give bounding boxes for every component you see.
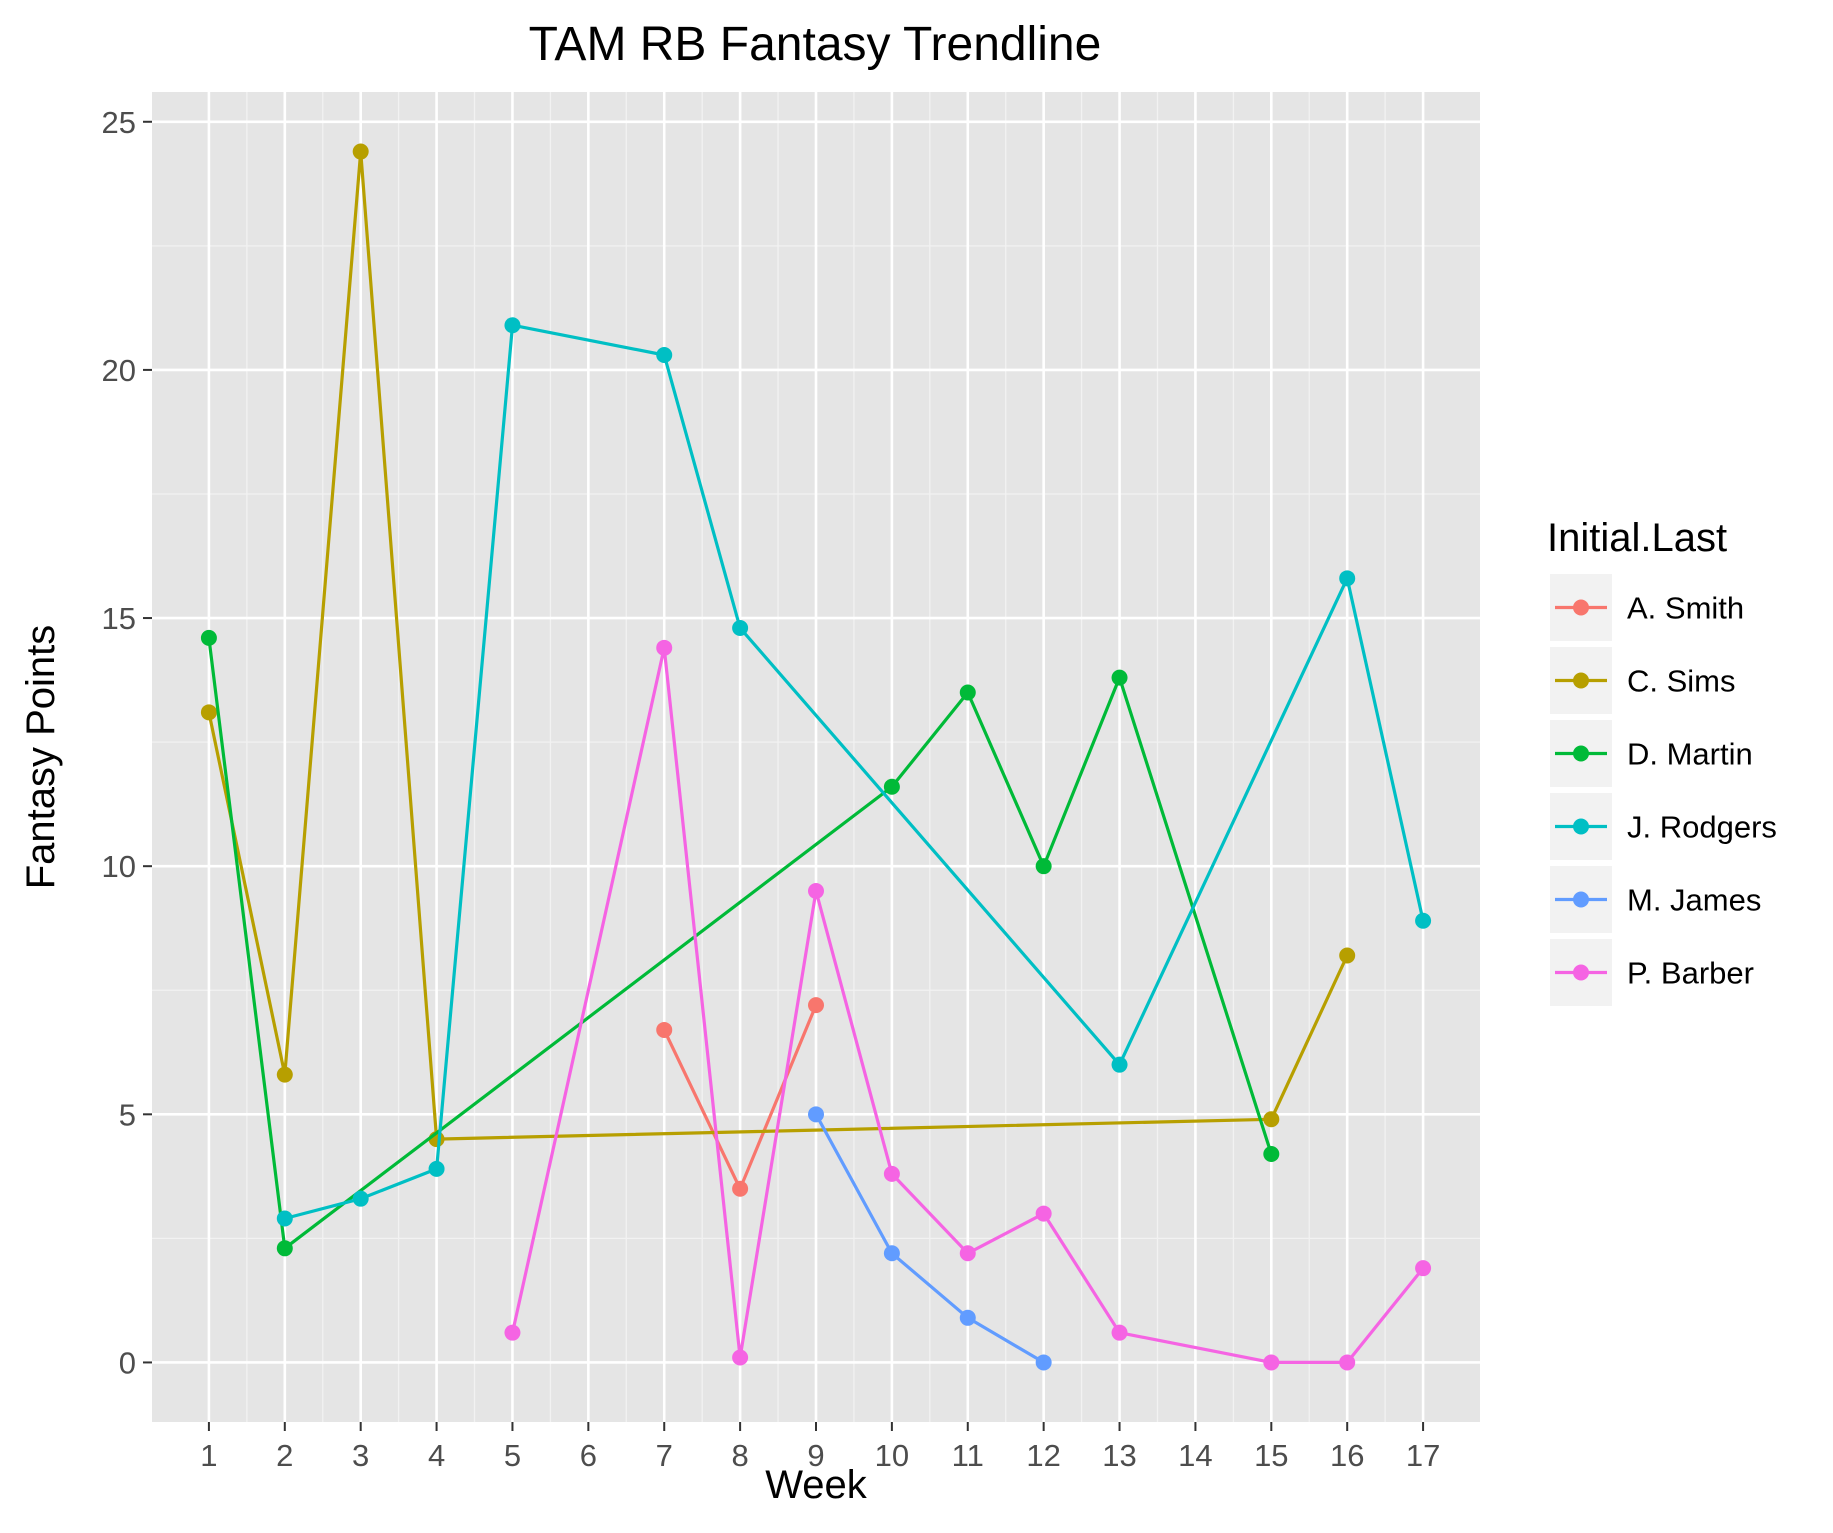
data-point [883,778,900,795]
data-point [883,1165,900,1182]
data-point [808,882,824,899]
data-point [504,1324,521,1341]
data-point [1111,1324,1128,1341]
data-point [1339,1354,1356,1371]
x-tick-label: 6 [580,1438,597,1473]
series-group [200,629,1280,1257]
legend-key-point [1573,818,1589,835]
y-tick-label: 15 [102,601,136,636]
data-point [1263,1146,1280,1163]
data-point [428,1160,445,1177]
x-tick-label: 14 [1178,1438,1212,1473]
chart-title: TAM RB Fantasy Trendline [529,18,1102,71]
x-tick-label: 2 [276,1438,293,1473]
series-layer [200,143,1432,1371]
data-point [959,1245,976,1262]
x-tick-label: 12 [1026,1438,1060,1473]
legend: Initial.Last A. Smith C. Sims D. Martin J. … [1547,516,1777,1006]
series-group [276,317,1432,1227]
data-point [656,1021,673,1038]
legend-item: M. James [1550,866,1761,933]
data-point [1415,1260,1432,1277]
y-tick-label: 10 [102,849,136,884]
legend-label: C. Sims [1627,664,1736,699]
legend-key-point [1573,672,1589,689]
grid-lines [152,92,1480,1422]
x-tick-label: 7 [656,1438,673,1473]
y-tick-label: 5 [119,1097,136,1132]
x-tick-label: 4 [428,1438,445,1473]
series-group [656,997,824,1197]
data-point [200,629,217,646]
data-point [808,1106,824,1123]
x-tick-label: 10 [875,1438,909,1473]
data-point [352,1190,369,1207]
data-point [352,143,369,160]
x-tick-label: 5 [504,1438,521,1473]
data-point [1111,669,1128,686]
data-point [1035,1205,1052,1222]
x-tick-label: 3 [352,1438,369,1473]
data-point [1339,947,1356,964]
data-point [959,1309,976,1326]
x-tick-label: 1 [200,1438,217,1473]
x-tick-label: 17 [1406,1438,1440,1473]
data-point [276,1210,293,1227]
data-point [1263,1354,1280,1371]
legend-title: Initial.Last [1547,516,1727,560]
x-tick-label: 16 [1330,1438,1364,1473]
data-point [1263,1111,1280,1128]
y-tick-label: 20 [102,353,136,388]
data-point [883,1245,900,1262]
legend-key-point [1573,745,1589,762]
data-point [656,347,673,364]
data-point [1339,570,1356,587]
x-tick-label: 15 [1254,1438,1288,1473]
data-point [1035,858,1052,875]
series-line [814,1113,1045,1364]
legend-item: A. Smith [1550,574,1744,641]
x-axis-title: Week [765,1463,868,1507]
data-point [732,1180,749,1197]
legend-key-point [1573,891,1589,908]
legend-label: D. Martin [1627,737,1753,772]
legend-label: M. James [1627,883,1761,918]
legend-item: C. Sims [1550,647,1736,714]
legend-item: J. Rodgers [1550,793,1777,860]
legend-label: P. Barber [1627,956,1754,991]
data-point [504,317,521,334]
data-point [656,639,673,656]
y-tick-label: 0 [119,1345,136,1380]
y-tick-label: 25 [102,105,136,140]
data-point [732,619,749,636]
series-line [207,150,1349,1141]
data-point [1415,912,1432,929]
y-axis-title: Fantasy Points [19,625,63,890]
x-tick-label: 8 [731,1438,748,1473]
legend-item: D. Martin [1550,720,1753,787]
x-tick-label: 13 [1102,1438,1136,1473]
data-point [276,1240,293,1257]
legend-label: A. Smith [1627,591,1744,626]
data-point [200,704,217,721]
data-point [959,684,976,701]
x-tick-label: 9 [807,1438,824,1473]
series-group [808,1106,1052,1371]
data-point [732,1349,749,1366]
data-point [1111,1056,1128,1073]
legend-key-point [1573,599,1589,616]
data-point [1035,1354,1052,1371]
legend-item: P. Barber [1550,939,1754,1006]
x-tick-label: 11 [952,1438,984,1473]
legend-label: J. Rodgers [1627,810,1777,845]
series-group [200,143,1356,1148]
series-group [504,639,1432,1371]
data-point [276,1066,293,1083]
legend-key-point [1573,964,1589,981]
data-point [808,997,824,1014]
